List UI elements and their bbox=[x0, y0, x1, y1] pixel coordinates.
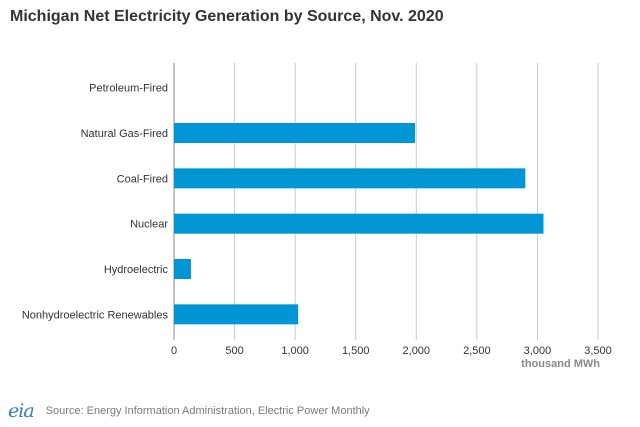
bars bbox=[174, 123, 544, 325]
category-labels: Petroleum-Fired Natural Gas-Fired Coal-Fir… bbox=[22, 83, 169, 322]
category-label: Petroleum-Fired bbox=[89, 83, 168, 95]
source-note: Source: Energy Information Administratio… bbox=[45, 405, 370, 417]
category-label: Nonhydroelectric Renewables bbox=[22, 309, 169, 321]
gridlines bbox=[173, 63, 599, 340]
bar bbox=[174, 259, 191, 279]
category-label: Natural Gas-Fired bbox=[81, 128, 168, 140]
x-tick-label: 1,500 bbox=[342, 345, 370, 357]
x-tick-label: 500 bbox=[225, 345, 243, 357]
x-tick-label: 0 bbox=[171, 345, 177, 357]
x-tick-label: 3,500 bbox=[584, 345, 612, 357]
bar bbox=[174, 213, 544, 234]
eia-logo: eia bbox=[8, 399, 35, 422]
category-label: Hydroelectric bbox=[104, 264, 169, 276]
x-tick-label: 1,000 bbox=[281, 345, 309, 357]
bar-chart: Petroleum-Fired Natural Gas-Fired Coal-Fir… bbox=[22, 63, 612, 370]
category-label: Nuclear bbox=[130, 219, 168, 231]
category-label: Coal-Fired bbox=[117, 173, 168, 185]
footer: eia Source: Energy Information Administr… bbox=[8, 398, 608, 424]
chart-title: Michigan Net Electricity Generation by S… bbox=[10, 8, 444, 25]
x-tick-label: 2,500 bbox=[463, 345, 491, 357]
x-tick-labels: 0 500 1,000 1,500 2,000 2,500 3,000 3,500 bbox=[171, 345, 612, 357]
x-axis-unit-label: thousand MWh bbox=[521, 358, 600, 370]
x-tick-label: 3,000 bbox=[524, 345, 552, 357]
bar bbox=[174, 304, 299, 325]
bar bbox=[174, 123, 416, 143]
x-tick-label: 2,000 bbox=[403, 345, 431, 357]
bar bbox=[174, 168, 526, 189]
